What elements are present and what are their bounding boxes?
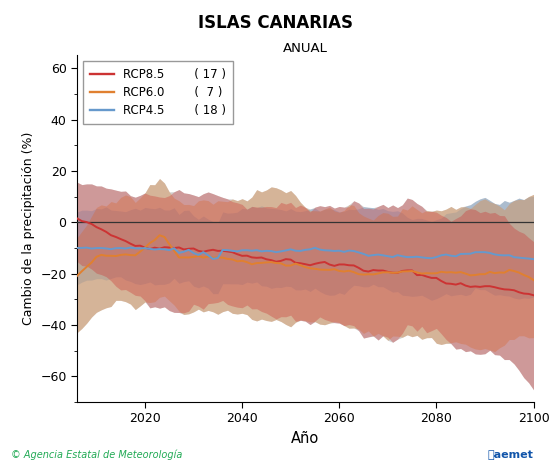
Legend: RCP8.5        ( 17 ), RCP6.0        (  7 ), RCP4.5        ( 18 ): RCP8.5 ( 17 ), RCP6.0 ( 7 ), RCP4.5 ( 18… <box>83 61 233 124</box>
Text: ISLAS CANARIAS: ISLAS CANARIAS <box>197 14 353 32</box>
Text: © Agencia Estatal de Meteorología: © Agencia Estatal de Meteorología <box>11 449 183 460</box>
Text: Ⓡaemet: Ⓡaemet <box>488 450 534 460</box>
Y-axis label: Cambio de la precipitación (%): Cambio de la precipitación (%) <box>21 132 35 325</box>
Title: ANUAL: ANUAL <box>283 43 328 55</box>
X-axis label: Año: Año <box>291 431 320 446</box>
